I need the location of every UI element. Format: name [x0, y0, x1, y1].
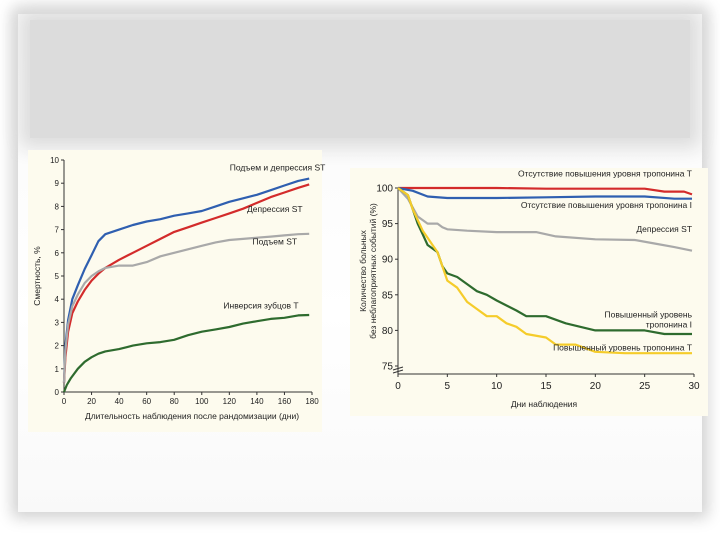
x-tick-label: 15 — [540, 381, 552, 392]
series-line-3 — [62, 232, 310, 383]
x-tick-label: 20 — [590, 381, 602, 392]
x-tick-label: 30 — [688, 381, 700, 392]
y-tick-label: 7 — [55, 226, 60, 235]
series-line-3 — [397, 187, 693, 252]
series-label-4-line-1: Повышенный уровень — [605, 310, 693, 320]
x-tick-label: 0 — [395, 381, 401, 392]
x-tick-label: 20 — [87, 397, 96, 406]
x-tick-label: 25 — [639, 381, 651, 392]
series-label-3: Подъем ST — [253, 237, 298, 247]
series-line-2 — [62, 183, 310, 383]
x-tick-label: 10 — [491, 381, 503, 392]
series-label-1: Подъем и депрессия ST — [230, 162, 326, 172]
event-free-chart-panel: 100 95 90 85 80 75 0 5 10 15 20 25 30 Количество боль… — [350, 168, 708, 416]
series-line-4 — [62, 313, 310, 393]
series-line-1 — [62, 177, 310, 383]
y-tick-label: 80 — [382, 326, 394, 337]
y-tick-label: 10 — [50, 156, 59, 165]
y-axis-title-line-2: без неблагоприятных событий (%) — [368, 203, 378, 339]
x-tick-label: 80 — [170, 397, 179, 406]
y-tick-label: 100 — [376, 184, 393, 195]
x-tick-label: 140 — [250, 397, 264, 406]
y-tick-label: 4 — [55, 295, 60, 304]
series-label-4: Инверсия зубцов Т — [223, 300, 298, 310]
y-tick-label: 95 — [382, 219, 394, 230]
series-label-2: Депрессия ST — [247, 204, 303, 214]
y-tick-label: 90 — [382, 255, 394, 266]
event-free-chart: 100 95 90 85 80 750 5 10 15 20 25 30 Количество боль… — [358, 169, 700, 409]
y-tick-label: 2 — [55, 342, 60, 351]
x-tick-label: 40 — [115, 397, 124, 406]
series-label-3: Депрессия ST — [636, 224, 692, 234]
series-line-5 — [397, 187, 692, 355]
y-tick-label: 8 — [55, 202, 60, 211]
y-tick-label: 75 — [382, 362, 394, 373]
x-tick-label: 0 — [62, 397, 67, 406]
y-axis-break-mark — [392, 366, 404, 374]
slide-title-band — [30, 20, 690, 138]
y-tick-label: 6 — [55, 249, 60, 258]
mortality-chart-panel: 0 1 2 3 4 5 6 7 8 9 10 0 20 40 60 80 100 120 140 160 180 Смер… — [28, 150, 325, 432]
x-tick-label: 60 — [142, 397, 151, 406]
series-line-1 — [398, 186, 693, 196]
y-axis-title-line-1: Количество больных — [358, 229, 368, 312]
x-tick-label: 180 — [305, 397, 319, 406]
y-tick-label: 85 — [382, 290, 394, 301]
series-label-4-line-2: тропонина I — [646, 320, 692, 330]
series-label-5: Повышенный уровень тропонина Т — [553, 342, 692, 352]
series-label-2: Отсутствие повышения уровня тропонина I — [521, 200, 692, 210]
series-line-4 — [397, 187, 692, 336]
x-tick-label: 5 — [445, 381, 451, 392]
y-tick-label: 3 — [55, 318, 60, 327]
y-tick-label: 5 — [55, 272, 60, 281]
y-tick-label: 9 — [55, 179, 60, 188]
x-tick-label: 160 — [278, 397, 292, 406]
x-tick-label: 100 — [195, 397, 209, 406]
y-tick-label: 1 — [55, 365, 60, 374]
y-tick-label: 0 — [55, 388, 60, 397]
x-axis-title: Длительность наблюдения после рандомизац… — [85, 411, 299, 421]
x-axis-title: Дни наблюдения — [511, 399, 578, 409]
series-line-2 — [397, 186, 692, 200]
x-tick-label: 120 — [223, 397, 237, 406]
series-label-1: Отсутствие повышения уровня тропонина Т — [518, 169, 692, 179]
y-axis-title: Смертность, % — [32, 246, 42, 306]
